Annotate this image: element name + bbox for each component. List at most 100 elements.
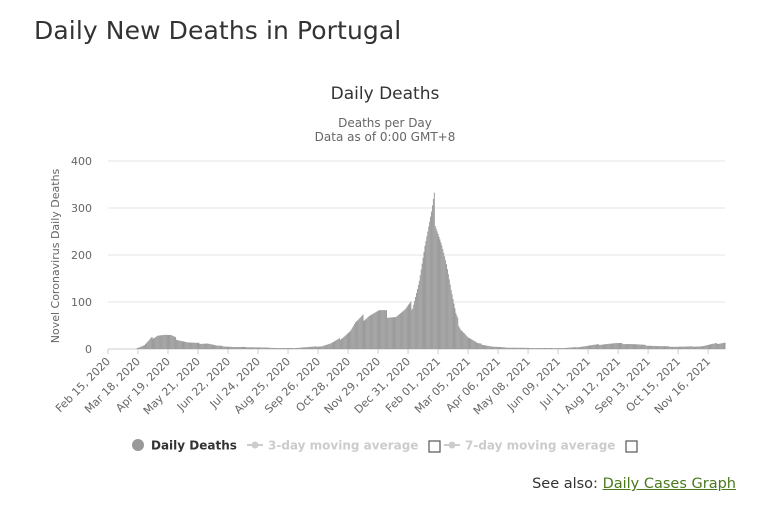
bar (247, 347, 249, 349)
bar (296, 347, 297, 349)
bar (500, 347, 502, 349)
bar (448, 279, 450, 349)
daily-cases-graph-link[interactable]: Daily Cases Graph (602, 476, 736, 492)
bar (149, 338, 151, 349)
bar (238, 347, 240, 349)
bar (469, 338, 471, 349)
legend-checkbox[interactable] (625, 440, 638, 453)
bar (481, 344, 483, 349)
bar (261, 347, 263, 349)
y-axis-ticks: 0 100 200 300 400 (71, 155, 92, 356)
bar (562, 348, 564, 349)
bar (579, 347, 581, 349)
bar (687, 346, 688, 349)
legend-checkbox[interactable] (428, 440, 441, 453)
bar (142, 345, 144, 349)
bar (554, 348, 556, 349)
bar (326, 344, 328, 349)
bar (616, 343, 618, 349)
bar (547, 347, 549, 349)
bar (458, 325, 460, 349)
bar (235, 347, 237, 349)
bar (630, 344, 632, 349)
bar (403, 310, 405, 349)
bar (593, 344, 595, 349)
bar (213, 344, 215, 349)
bar (582, 346, 583, 349)
bar (209, 344, 211, 349)
bar (686, 346, 688, 349)
bar (401, 312, 402, 349)
bar (211, 344, 213, 349)
legend-item[interactable]: 3-day moving average (247, 439, 418, 453)
bar (566, 347, 567, 349)
bar (543, 348, 545, 349)
bar (198, 342, 200, 349)
bar (537, 348, 539, 349)
bar (659, 346, 661, 349)
bar (306, 347, 308, 349)
bar (652, 345, 654, 349)
bar (359, 317, 361, 349)
legend-item[interactable]: Daily Deaths (132, 439, 237, 453)
bar (708, 344, 710, 349)
bar (452, 298, 454, 349)
bar (490, 346, 492, 349)
bar (563, 348, 565, 349)
bar (501, 347, 503, 349)
bar (629, 344, 631, 349)
bar (472, 340, 474, 349)
bar (202, 343, 204, 349)
bar (670, 346, 672, 349)
bar (371, 314, 373, 349)
bar (150, 337, 152, 349)
bar (244, 346, 246, 349)
bar (362, 314, 364, 349)
bar (232, 346, 234, 349)
bar (443, 252, 445, 349)
bar (297, 347, 299, 349)
chart-subtitle-date: Data as of 0:00 GMT+8 (315, 130, 456, 144)
bar (703, 345, 705, 349)
bar (542, 348, 544, 349)
bar (305, 347, 307, 349)
bar (480, 343, 482, 349)
bar (180, 340, 182, 349)
bar (696, 346, 698, 349)
bar (285, 348, 287, 349)
bar (189, 342, 191, 349)
bar (148, 339, 150, 349)
bar (257, 347, 259, 349)
bar (520, 347, 522, 349)
bar (512, 347, 514, 349)
bar (723, 342, 725, 349)
bar (399, 314, 401, 349)
bar (164, 334, 166, 349)
bar (178, 340, 180, 349)
bar (312, 346, 314, 349)
bar (174, 336, 176, 349)
bar (220, 345, 221, 349)
bar (528, 348, 530, 349)
bar (446, 269, 448, 349)
bar (201, 343, 203, 349)
bar (255, 347, 257, 349)
bar (576, 347, 578, 349)
bar (633, 344, 635, 349)
bar (405, 307, 407, 349)
legend-item[interactable]: 7-day moving average (444, 439, 615, 453)
bar (476, 342, 478, 349)
bar (354, 323, 356, 349)
bar (495, 346, 497, 349)
bar (320, 346, 322, 349)
bar (667, 346, 669, 349)
bar (313, 346, 315, 349)
bar (669, 346, 671, 349)
bar (408, 304, 410, 349)
bar (283, 348, 285, 349)
chart-legend[interactable]: Daily Deaths 3-day moving average 7-day mo… (132, 439, 638, 453)
bar (173, 336, 175, 349)
bar (610, 343, 612, 349)
y-axis-label: Novel Coronavirus Daily Deaths (49, 168, 62, 343)
bar (264, 347, 266, 349)
